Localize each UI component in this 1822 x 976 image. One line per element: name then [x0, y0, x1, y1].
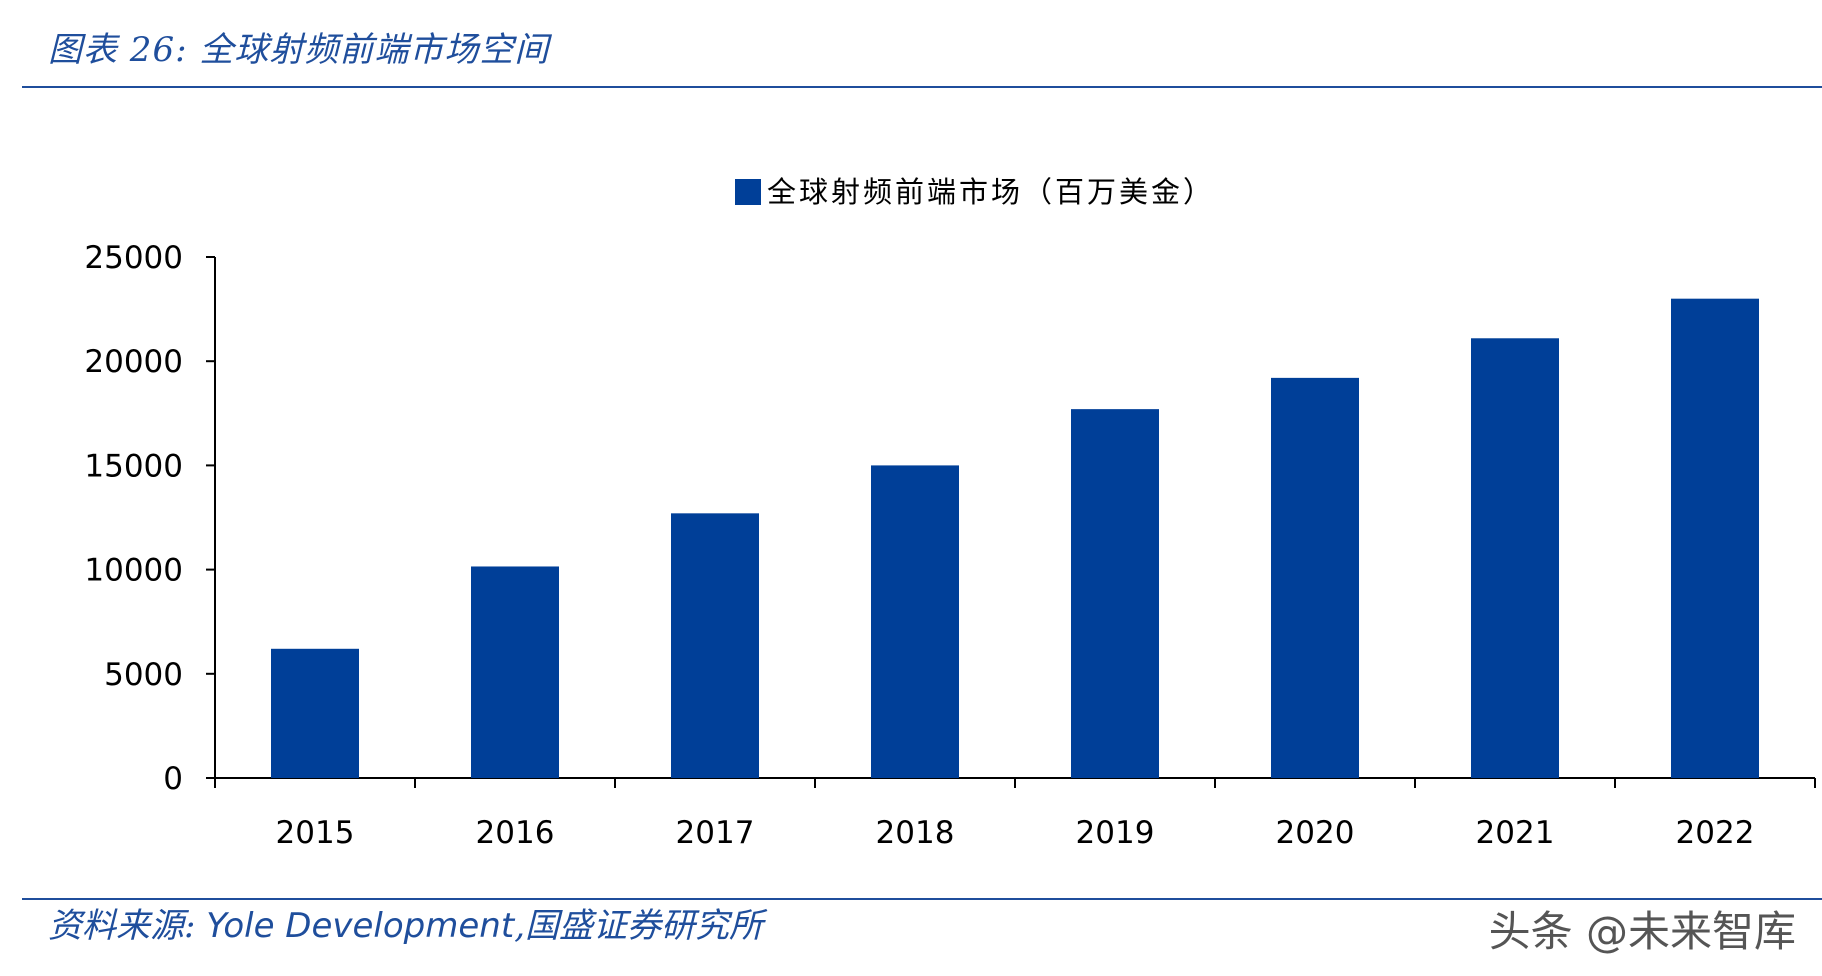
source-separator: ,: [514, 906, 525, 946]
y-tick-label: 0: [163, 761, 183, 797]
figure-title: 图表 26: 全球射频前端市场空间: [48, 22, 549, 71]
x-tick-label: 2015: [276, 815, 355, 850]
watermark: 头条 @未来智库: [1488, 907, 1796, 956]
y-tick-label: 10000: [84, 553, 183, 589]
x-tick-label: 2021: [1476, 815, 1555, 850]
legend-label: 全球射频前端市场（百万美金）: [767, 175, 1215, 209]
source-label: 资料来源:: [48, 906, 196, 946]
source-org: 国盛证券研究所: [525, 906, 763, 946]
bar-2016: [471, 566, 559, 778]
legend: 全球射频前端市场（百万美金）: [735, 175, 1215, 209]
bars: [271, 298, 1759, 778]
bar-2017: [671, 513, 759, 778]
x-tick-label: 2016: [476, 815, 555, 850]
figure-label: 图表 26:: [48, 30, 188, 70]
footer-rule: [22, 898, 1822, 900]
source-note: 资料来源: Yole Development,国盛证券研究所: [48, 898, 763, 947]
y-tick-label: 20000: [84, 344, 183, 380]
bar-2021: [1471, 338, 1559, 778]
source-text: Yole Development: [206, 906, 515, 946]
header-rule: [22, 86, 1822, 88]
x-tick-label: 2019: [1076, 815, 1155, 850]
tick-labels: 0 5000 10000 15000 20000 25000 2015 2016 2017 201…: [84, 240, 1754, 850]
y-tick-label: 15000: [84, 448, 183, 484]
y-tick-label: 5000: [104, 657, 183, 693]
figure-title-text: 全球射频前端市场空间: [199, 30, 550, 70]
bar-2015: [271, 648, 359, 778]
legend-swatch: [735, 179, 761, 205]
x-tick-label: 2017: [676, 815, 755, 850]
bar-2019: [1071, 409, 1159, 778]
bar-2018: [871, 465, 959, 778]
y-tick-label: 25000: [84, 240, 183, 276]
x-tick-label: 2020: [1276, 815, 1355, 850]
x-tick-label: 2022: [1676, 815, 1755, 850]
bar-2022: [1671, 298, 1759, 778]
x-tick-label: 2018: [876, 815, 955, 850]
axes: [206, 256, 1816, 788]
bar-chart: 全球射频前端市场（百万美金） 0 5000 10000 15000 20000 25000…: [84, 175, 1816, 850]
bar-2020: [1271, 377, 1359, 778]
